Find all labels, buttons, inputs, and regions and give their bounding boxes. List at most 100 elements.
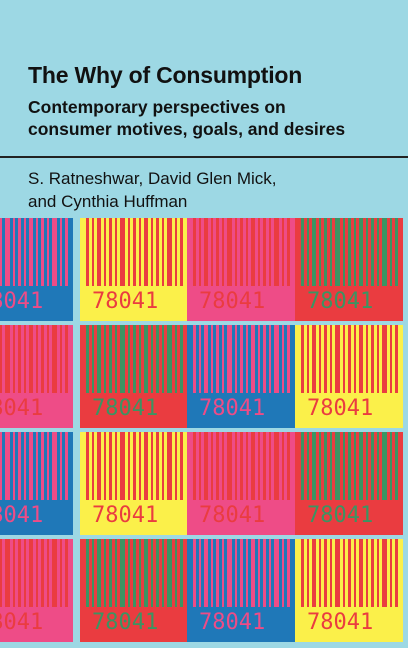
barcode-bar xyxy=(382,539,387,607)
barcode-graphic: 78041 xyxy=(0,539,73,642)
barcode-bar xyxy=(301,325,304,393)
barcode-bar xyxy=(377,432,379,500)
barcode-bar xyxy=(133,432,136,500)
barcode-bar xyxy=(204,539,208,607)
barcode-bar xyxy=(282,539,284,607)
barcode-bar xyxy=(216,325,219,393)
barcode-bar xyxy=(175,432,177,500)
barcode-bar xyxy=(13,218,15,286)
barcode-bar xyxy=(211,325,213,393)
barcode-bar xyxy=(301,218,304,286)
barcode-bar xyxy=(97,432,101,500)
barcode-bar xyxy=(115,432,117,500)
barcode-graphic: 78041 xyxy=(187,218,295,321)
barcode-tile: 78041 xyxy=(187,218,295,321)
barcode-bar xyxy=(151,218,153,286)
barcode-bar xyxy=(193,325,196,393)
barcode-bar xyxy=(274,325,279,393)
barcode-bar xyxy=(377,218,379,286)
barcode-bar xyxy=(5,218,10,286)
barcode-bar xyxy=(41,218,44,286)
barcode-bar xyxy=(319,325,321,393)
barcode-graphic: 78041 xyxy=(80,432,188,535)
barcode-bar xyxy=(167,539,172,607)
barcode-bar xyxy=(47,539,49,607)
barcode-tile: 78041 xyxy=(80,218,188,321)
barcode-bar xyxy=(246,325,248,393)
barcode-bar xyxy=(36,432,38,500)
barcode-bar xyxy=(371,325,374,393)
barcode-bar xyxy=(109,218,112,286)
author-line: and Cynthia Huffman xyxy=(28,192,188,211)
barcode-bar xyxy=(47,432,49,500)
barcode-bar xyxy=(128,432,130,500)
barcode-number: 78041 xyxy=(92,503,158,528)
barcode-bar xyxy=(348,325,351,393)
barcode-number: 78041 xyxy=(307,396,373,421)
barcode-tile: 78041 xyxy=(295,218,403,321)
barcode-bar xyxy=(144,432,148,500)
barcode-bar xyxy=(156,539,159,607)
barcode-bar xyxy=(86,218,89,286)
barcode-graphic: 78041 xyxy=(0,432,73,535)
barcode-graphic: 78041 xyxy=(187,432,295,535)
barcode-bar xyxy=(366,325,368,393)
barcode-bar xyxy=(390,432,392,500)
barcode-bar xyxy=(13,325,15,393)
barcode-bar xyxy=(5,539,10,607)
barcode-bar xyxy=(395,325,398,393)
barcode-tile: 78041 xyxy=(0,218,73,321)
barcode-tile: 78041 xyxy=(295,539,403,642)
barcode-bar xyxy=(175,218,177,286)
barcode-bar xyxy=(307,539,309,607)
author-line: S. Ratneshwar, David Glen Mick, xyxy=(28,169,277,188)
barcode-bar xyxy=(60,325,62,393)
barcode-bar xyxy=(60,539,62,607)
barcode-bar xyxy=(222,325,224,393)
barcode-bar xyxy=(65,218,68,286)
barcode-bar xyxy=(371,432,374,500)
barcode-bar xyxy=(52,218,57,286)
barcode-bar xyxy=(24,325,26,393)
barcode-bar xyxy=(162,432,164,500)
barcode-tile: 78041 xyxy=(0,432,73,535)
barcode-bar xyxy=(377,539,379,607)
barcode-bar xyxy=(235,325,237,393)
barcode-bar xyxy=(18,325,21,393)
barcode-bar xyxy=(287,432,290,500)
barcode-number: 78041 xyxy=(307,610,373,635)
barcode-bar xyxy=(175,325,177,393)
barcode-bar xyxy=(41,539,44,607)
barcode-bar xyxy=(216,432,219,500)
barcode-bar xyxy=(162,325,164,393)
barcode-tile: 78041 xyxy=(0,539,73,642)
barcode-bar xyxy=(128,218,130,286)
barcode-bar xyxy=(139,325,141,393)
barcode-tile: 78041 xyxy=(0,325,73,428)
barcode-bar xyxy=(97,539,101,607)
barcode-bar xyxy=(144,218,148,286)
barcode-number: 78041 xyxy=(199,289,265,314)
barcode-number: 78041 xyxy=(307,289,373,314)
barcode-bar xyxy=(382,432,387,500)
barcode-bar xyxy=(246,218,248,286)
barcode-graphic: 78041 xyxy=(80,325,188,428)
barcode-tile: 78041 xyxy=(187,325,295,428)
barcode-bar xyxy=(246,432,248,500)
barcode-bar xyxy=(307,218,309,286)
barcode-bar xyxy=(216,218,219,286)
barcode-bar xyxy=(359,432,363,500)
book-title: The Why of Consumption xyxy=(28,62,303,88)
barcode-bar xyxy=(24,432,26,500)
barcode-number: 78041 xyxy=(0,396,43,421)
barcode-bar xyxy=(199,218,201,286)
barcode-graphic: 78041 xyxy=(0,218,73,321)
subtitle-line: Contemporary perspectives on xyxy=(28,97,286,117)
barcode-bar xyxy=(92,218,94,286)
barcode-bar xyxy=(235,432,237,500)
barcode-bar xyxy=(246,539,248,607)
barcode-bar xyxy=(204,432,208,500)
barcode-bar xyxy=(395,432,398,500)
barcode-graphic: 78041 xyxy=(187,539,295,642)
barcode-bar xyxy=(251,218,255,286)
